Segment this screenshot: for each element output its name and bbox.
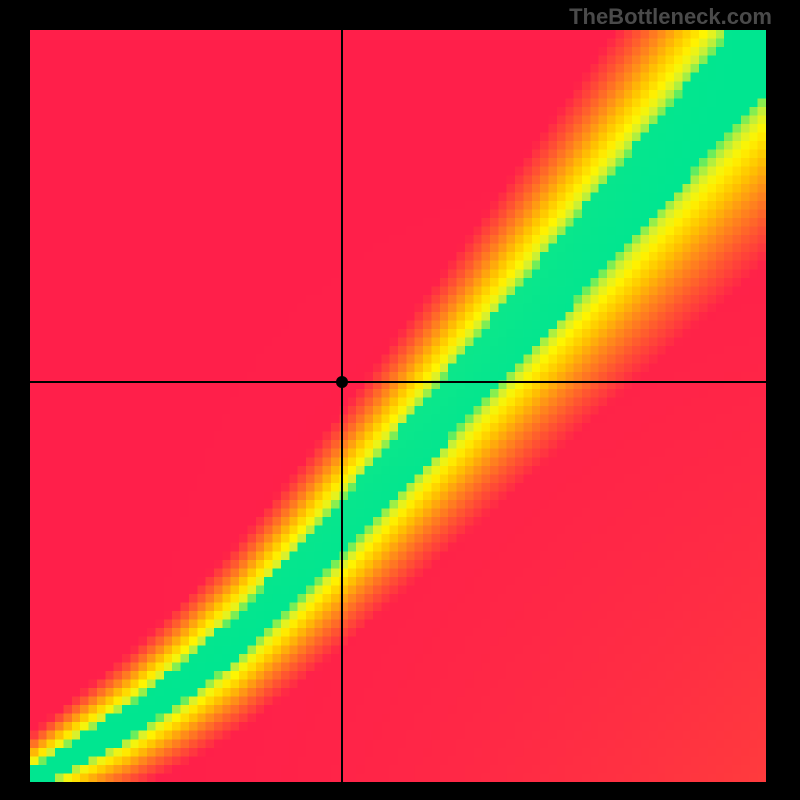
chart-container: TheBottleneck.com <box>0 0 800 800</box>
watermark-text: TheBottleneck.com <box>569 4 772 30</box>
crosshair-vertical <box>341 30 343 782</box>
crosshair-horizontal <box>30 381 766 383</box>
crosshair-marker <box>336 376 348 388</box>
bottleneck-heatmap <box>30 30 766 782</box>
